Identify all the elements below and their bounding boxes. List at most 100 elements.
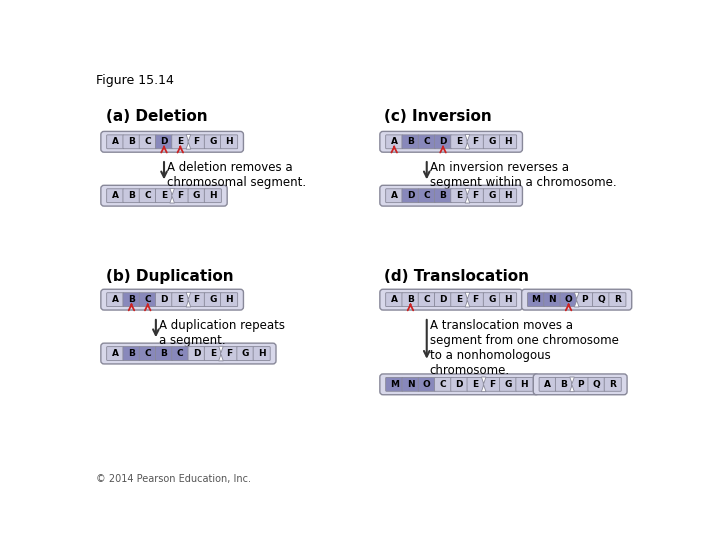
FancyBboxPatch shape bbox=[188, 189, 205, 202]
Text: A: A bbox=[112, 137, 119, 146]
Text: A: A bbox=[112, 295, 119, 304]
Polygon shape bbox=[465, 143, 469, 149]
FancyBboxPatch shape bbox=[204, 189, 221, 202]
FancyBboxPatch shape bbox=[139, 293, 156, 307]
FancyBboxPatch shape bbox=[139, 135, 156, 148]
FancyBboxPatch shape bbox=[386, 377, 402, 392]
Text: H: H bbox=[225, 137, 233, 146]
Polygon shape bbox=[570, 377, 575, 383]
Polygon shape bbox=[465, 300, 469, 307]
Text: F: F bbox=[489, 380, 495, 389]
Text: P: P bbox=[577, 380, 583, 389]
Text: E: E bbox=[177, 295, 184, 304]
FancyBboxPatch shape bbox=[156, 293, 173, 307]
Text: E: E bbox=[177, 137, 184, 146]
Text: B: B bbox=[560, 380, 567, 389]
Text: M: M bbox=[531, 295, 541, 304]
Text: Q: Q bbox=[597, 295, 605, 304]
FancyBboxPatch shape bbox=[156, 347, 173, 361]
Text: B: B bbox=[161, 349, 168, 358]
FancyBboxPatch shape bbox=[539, 377, 556, 392]
Text: E: E bbox=[161, 191, 167, 200]
FancyBboxPatch shape bbox=[123, 347, 140, 361]
FancyBboxPatch shape bbox=[451, 377, 468, 392]
FancyBboxPatch shape bbox=[156, 135, 173, 148]
Polygon shape bbox=[465, 292, 469, 299]
FancyBboxPatch shape bbox=[101, 131, 243, 152]
Text: E: E bbox=[456, 191, 462, 200]
FancyBboxPatch shape bbox=[522, 289, 631, 310]
Polygon shape bbox=[186, 300, 191, 307]
Text: A: A bbox=[391, 295, 397, 304]
Text: D: D bbox=[193, 349, 200, 358]
Text: Q: Q bbox=[593, 380, 600, 389]
Polygon shape bbox=[170, 188, 174, 195]
Text: Figure 15.14: Figure 15.14 bbox=[96, 74, 174, 87]
Polygon shape bbox=[465, 188, 469, 195]
Text: R: R bbox=[614, 295, 621, 304]
FancyBboxPatch shape bbox=[386, 293, 402, 307]
Text: P: P bbox=[582, 295, 588, 304]
FancyBboxPatch shape bbox=[418, 189, 436, 202]
FancyBboxPatch shape bbox=[123, 293, 140, 307]
Text: C: C bbox=[145, 137, 151, 146]
Text: D: D bbox=[407, 191, 414, 200]
Polygon shape bbox=[186, 134, 191, 141]
FancyBboxPatch shape bbox=[188, 135, 205, 148]
Text: O: O bbox=[564, 295, 572, 304]
Text: H: H bbox=[504, 191, 512, 200]
FancyBboxPatch shape bbox=[593, 293, 610, 307]
Polygon shape bbox=[465, 197, 469, 203]
FancyBboxPatch shape bbox=[101, 289, 243, 310]
FancyBboxPatch shape bbox=[123, 135, 140, 148]
FancyBboxPatch shape bbox=[451, 293, 468, 307]
Text: D: D bbox=[161, 295, 168, 304]
Text: A translocation moves a
segment from one chromosome
to a nonhomologous
chromosom: A translocation moves a segment from one… bbox=[430, 319, 618, 377]
FancyBboxPatch shape bbox=[380, 185, 523, 206]
FancyBboxPatch shape bbox=[220, 135, 238, 148]
FancyBboxPatch shape bbox=[220, 293, 238, 307]
FancyBboxPatch shape bbox=[451, 135, 468, 148]
Text: C: C bbox=[423, 191, 430, 200]
Text: G: G bbox=[242, 349, 249, 358]
Polygon shape bbox=[219, 354, 223, 361]
FancyBboxPatch shape bbox=[483, 377, 500, 392]
Text: F: F bbox=[194, 295, 199, 304]
FancyBboxPatch shape bbox=[204, 293, 221, 307]
FancyBboxPatch shape bbox=[434, 189, 451, 202]
Text: N: N bbox=[407, 380, 414, 389]
FancyBboxPatch shape bbox=[500, 135, 517, 148]
Text: F: F bbox=[472, 295, 479, 304]
FancyBboxPatch shape bbox=[500, 189, 517, 202]
Text: C: C bbox=[145, 349, 151, 358]
Text: C: C bbox=[177, 349, 184, 358]
FancyBboxPatch shape bbox=[204, 347, 221, 361]
Text: © 2014 Pearson Education, Inc.: © 2014 Pearson Education, Inc. bbox=[96, 475, 251, 484]
FancyBboxPatch shape bbox=[434, 135, 451, 148]
FancyBboxPatch shape bbox=[576, 293, 593, 307]
Text: M: M bbox=[390, 380, 399, 389]
Polygon shape bbox=[575, 292, 579, 299]
FancyBboxPatch shape bbox=[483, 135, 500, 148]
FancyBboxPatch shape bbox=[101, 185, 228, 206]
Text: D: D bbox=[439, 137, 447, 146]
Text: N: N bbox=[549, 295, 556, 304]
Text: F: F bbox=[472, 137, 479, 146]
Text: E: E bbox=[472, 380, 479, 389]
FancyBboxPatch shape bbox=[467, 293, 484, 307]
Text: A: A bbox=[391, 137, 397, 146]
FancyBboxPatch shape bbox=[528, 293, 544, 307]
Text: O: O bbox=[423, 380, 431, 389]
Text: A: A bbox=[112, 191, 119, 200]
FancyBboxPatch shape bbox=[220, 347, 238, 361]
FancyBboxPatch shape bbox=[172, 293, 189, 307]
FancyBboxPatch shape bbox=[560, 293, 577, 307]
Text: C: C bbox=[145, 191, 151, 200]
FancyBboxPatch shape bbox=[188, 347, 205, 361]
FancyBboxPatch shape bbox=[188, 293, 205, 307]
Polygon shape bbox=[465, 134, 469, 141]
FancyBboxPatch shape bbox=[572, 377, 589, 392]
Text: B: B bbox=[440, 191, 446, 200]
FancyBboxPatch shape bbox=[604, 377, 621, 392]
FancyBboxPatch shape bbox=[434, 377, 451, 392]
